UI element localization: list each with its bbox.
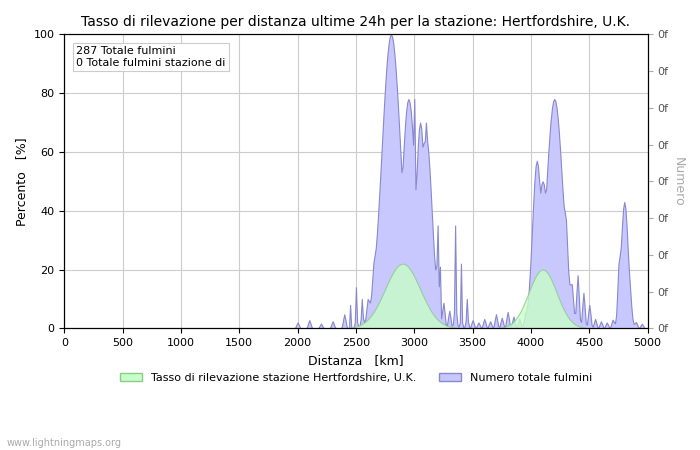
Legend: Tasso di rilevazione stazione Hertfordshire, U.K., Numero totale fulmini: Tasso di rilevazione stazione Hertfordsh… (116, 369, 596, 387)
X-axis label: Distanza   [km]: Distanza [km] (308, 354, 404, 367)
Title: Tasso di rilevazione per distanza ultime 24h per la stazione: Hertfordshire, U.K: Tasso di rilevazione per distanza ultime… (81, 15, 631, 29)
Y-axis label: Percento   [%]: Percento [%] (15, 137, 28, 225)
Text: 287 Totale fulmini
0 Totale fulmini stazione di: 287 Totale fulmini 0 Totale fulmini staz… (76, 46, 225, 68)
Y-axis label: Numero: Numero (672, 157, 685, 206)
Text: www.lightningmaps.org: www.lightningmaps.org (7, 437, 122, 447)
